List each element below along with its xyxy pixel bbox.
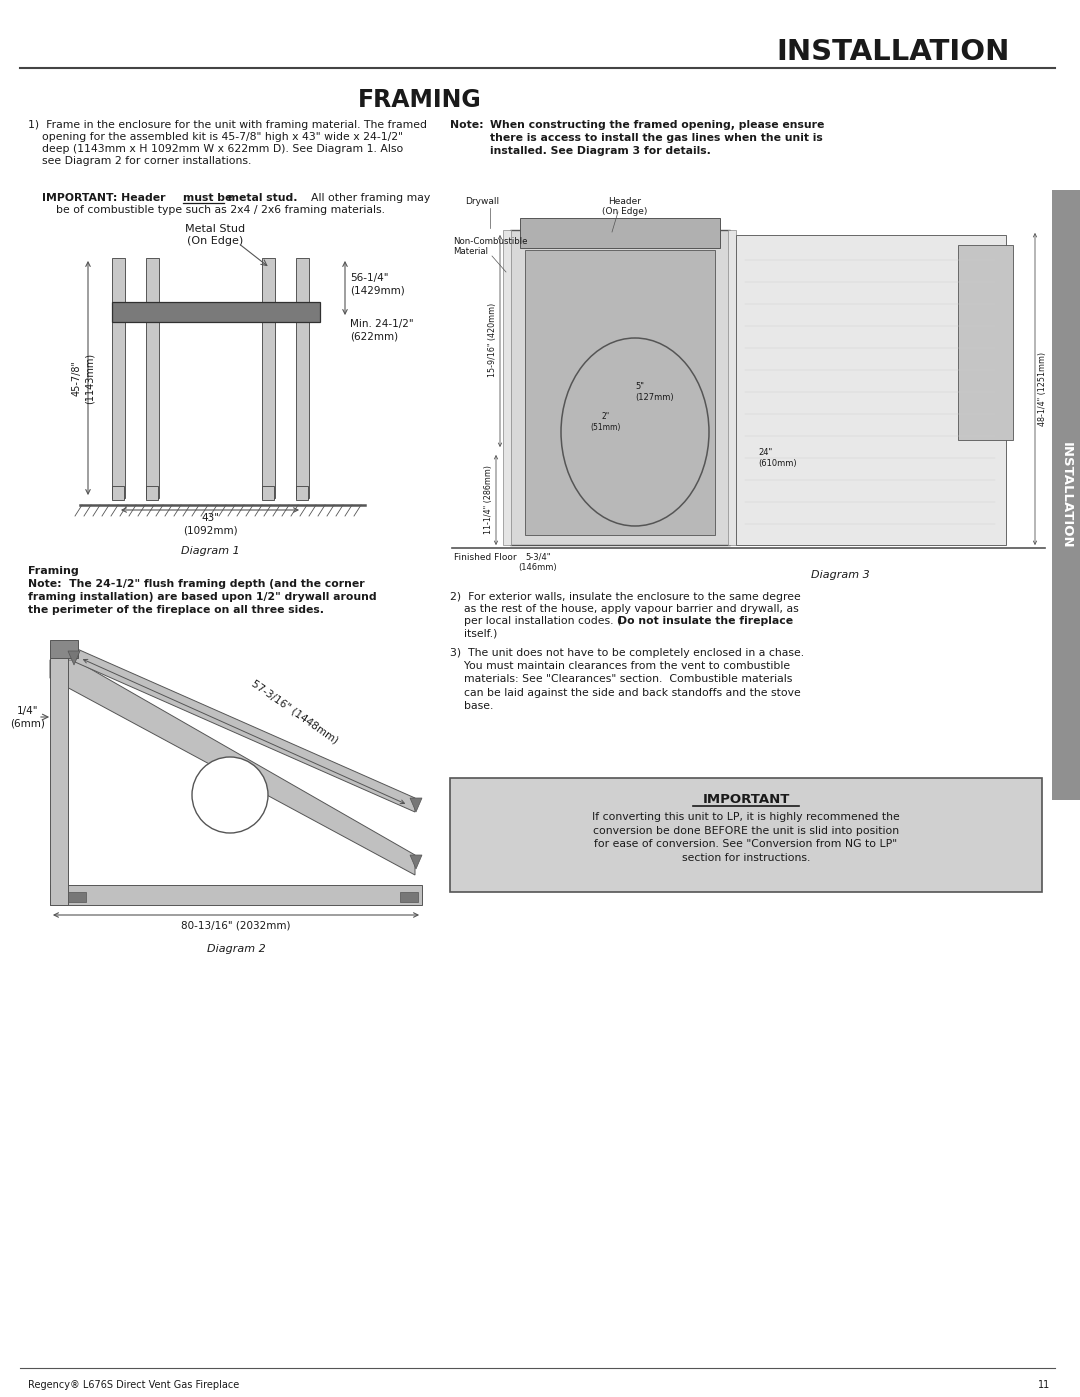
- Text: Drywall: Drywall: [465, 197, 499, 205]
- Text: 57-3/16" (1448mm): 57-3/16" (1448mm): [249, 679, 340, 746]
- Text: metal stud.: metal stud.: [224, 193, 297, 203]
- Bar: [728, 231, 735, 545]
- Text: Finished Floor: Finished Floor: [454, 553, 516, 562]
- Text: 15-9/16" (420mm): 15-9/16" (420mm): [488, 303, 497, 377]
- Bar: [111, 258, 124, 497]
- Bar: [735, 235, 1005, 545]
- Bar: [400, 893, 418, 902]
- Text: 48-1/4" (1251mm): 48-1/4" (1251mm): [1038, 352, 1047, 426]
- Text: per local installation codes. (: per local installation codes. (: [450, 616, 621, 626]
- Bar: [50, 886, 422, 905]
- Text: 2"
(51mm): 2" (51mm): [591, 412, 621, 432]
- Bar: [503, 231, 511, 545]
- Text: Diagram 1: Diagram 1: [180, 546, 240, 556]
- Text: IMPORTANT: IMPORTANT: [702, 793, 789, 806]
- Bar: [296, 486, 308, 500]
- Text: Non-Combustible
Material: Non-Combustible Material: [453, 237, 527, 257]
- Bar: [525, 250, 715, 535]
- Text: If converting this unit to LP, it is highly recommened the
conversion be done BE: If converting this unit to LP, it is hig…: [592, 812, 900, 863]
- Text: must be: must be: [183, 193, 232, 203]
- Text: Min. 24-1/2"
(622mm): Min. 24-1/2" (622mm): [350, 319, 414, 341]
- Bar: [510, 231, 730, 545]
- Text: 3)  The unit does not have to be completely enclosed in a chase.
    You must ma: 3) The unit does not have to be complete…: [450, 648, 805, 711]
- Text: Note:  The 24-1/2" flush framing depth (and the corner
framing installation) are: Note: The 24-1/2" flush framing depth (a…: [28, 578, 377, 616]
- Text: Metal Stud
(On Edge): Metal Stud (On Edge): [185, 224, 245, 246]
- Text: 11-1/4" (286mm): 11-1/4" (286mm): [484, 465, 492, 535]
- Text: INSTALLATION: INSTALLATION: [1059, 441, 1072, 548]
- Text: When constructing the framed opening, please ensure
there is access to install t: When constructing the framed opening, pl…: [490, 120, 824, 156]
- Text: itself.): itself.): [450, 629, 498, 638]
- Text: see Diagram 2 for corner installations.: see Diagram 2 for corner installations.: [28, 156, 252, 166]
- Text: FRAMING: FRAMING: [359, 88, 482, 112]
- Text: deep (1143mm x H 1092mm W x 622mm D). See Diagram 1. Also: deep (1143mm x H 1092mm W x 622mm D). Se…: [28, 144, 403, 154]
- Text: Note:: Note:: [450, 120, 491, 130]
- Text: Do not insulate the fireplace: Do not insulate the fireplace: [618, 616, 793, 626]
- Text: 24"
(610mm): 24" (610mm): [758, 448, 797, 468]
- Bar: [519, 218, 720, 249]
- Bar: [1052, 190, 1080, 800]
- Text: Regency® L676S Direct Vent Gas Fireplace: Regency® L676S Direct Vent Gas Fireplace: [28, 1380, 240, 1390]
- Text: 1)  Frame in the enclosure for the unit with framing material. The framed: 1) Frame in the enclosure for the unit w…: [28, 120, 427, 130]
- Bar: [50, 640, 78, 658]
- Text: Diagram 2: Diagram 2: [206, 944, 266, 954]
- Bar: [146, 486, 158, 500]
- Text: 2)  For exterior walls, insulate the enclosure to the same degree: 2) For exterior walls, insulate the encl…: [450, 592, 800, 602]
- Bar: [262, 486, 274, 500]
- Text: opening for the assembled kit is 45-7/8" high x 43" wide x 24-1/2": opening for the assembled kit is 45-7/8"…: [28, 131, 403, 142]
- Text: as the rest of the house, apply vapour barrier and drywall, as: as the rest of the house, apply vapour b…: [450, 604, 799, 615]
- Text: INSTALLATION: INSTALLATION: [777, 38, 1010, 66]
- Polygon shape: [410, 798, 422, 812]
- Text: Header
(On Edge): Header (On Edge): [603, 197, 648, 217]
- Bar: [146, 258, 159, 497]
- Text: Framing: Framing: [28, 566, 79, 576]
- Bar: [261, 258, 274, 497]
- Bar: [296, 258, 309, 497]
- Bar: [958, 244, 1013, 440]
- Text: 80-13/16" (2032mm): 80-13/16" (2032mm): [181, 921, 291, 930]
- Polygon shape: [410, 855, 422, 869]
- Text: IMPORTANT: Header: IMPORTANT: Header: [42, 193, 170, 203]
- Text: 43"
(1092mm): 43" (1092mm): [183, 513, 238, 535]
- Text: 11: 11: [1038, 1380, 1050, 1390]
- Text: Diagram 3: Diagram 3: [811, 570, 869, 580]
- Text: 45-7/8"
(1143mm): 45-7/8" (1143mm): [71, 352, 94, 404]
- Polygon shape: [75, 648, 415, 812]
- Bar: [112, 302, 320, 321]
- Circle shape: [192, 757, 268, 833]
- Text: 56-1/4"
(1429mm): 56-1/4" (1429mm): [350, 272, 405, 295]
- Bar: [50, 645, 68, 905]
- Text: 1/4"
(6mm): 1/4" (6mm): [11, 705, 45, 728]
- Text: All other framing may: All other framing may: [303, 193, 430, 203]
- Bar: [112, 486, 124, 500]
- Polygon shape: [68, 651, 80, 665]
- Bar: [68, 893, 86, 902]
- Text: be of combustible type such as 2x4 / 2x6 framing materials.: be of combustible type such as 2x4 / 2x6…: [42, 205, 384, 215]
- Bar: [450, 778, 1042, 893]
- Text: 5"
(127mm): 5" (127mm): [635, 383, 674, 402]
- Polygon shape: [50, 659, 415, 875]
- Text: 5-3/4"
(146mm): 5-3/4" (146mm): [518, 553, 557, 573]
